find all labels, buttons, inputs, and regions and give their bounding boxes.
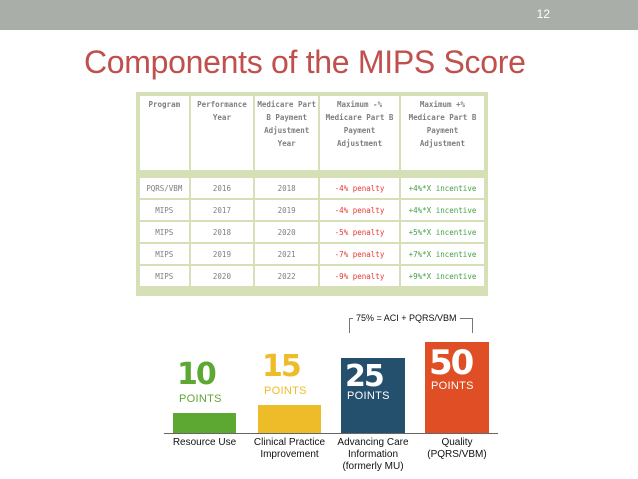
advancing-care-information-bar (341, 358, 405, 433)
cell-penalty: -9% penalty (320, 266, 399, 286)
cell-adjustment-year: 2019 (255, 200, 319, 220)
table-header-row: Program Performance Year Medicare Part B… (140, 96, 484, 170)
mips-table-container: Program Performance Year Medicare Part B… (136, 92, 488, 296)
cell-performance-year: 2017 (190, 200, 254, 220)
resource-use-label: Resource Use (172, 437, 237, 448)
resource-use-points: 10 (177, 357, 217, 392)
cell-incentive: +9%*X incentive (400, 266, 484, 286)
cell-performance-year: 2018 (190, 222, 254, 242)
cell-adjustment-year: 2018 (255, 178, 319, 198)
cell-penalty: -4% penalty (320, 200, 399, 220)
quality-label: Quality (PQRS/VBM) (427, 437, 487, 460)
clinical-practice-improvement-label: Clinical Practice Improvement (253, 437, 326, 460)
clinical-practice-improvement-bar (258, 405, 321, 433)
cell-program: MIPS (140, 222, 189, 242)
resource-use-points-unit: POINTS (179, 393, 222, 405)
cell-adjustment-year: 2021 (255, 244, 319, 264)
cell-incentive: +7%*X incentive (400, 244, 484, 264)
cell-incentive: +4%*X incentive (400, 200, 484, 220)
table-row: PQRS/VBM 2016 2018 -4% penalty +4%*X inc… (140, 178, 484, 198)
cell-performance-year: 2020 (190, 266, 254, 286)
cell-performance-year: 2019 (190, 244, 254, 264)
header-max-negative: Maximum -% Medicare Part B Payment Adjus… (320, 96, 399, 170)
table-row: MIPS 2018 2020 -5% penalty +5%*X incenti… (140, 222, 484, 242)
cell-performance-year: 2016 (190, 178, 254, 198)
cell-incentive: +4%*X incentive (400, 178, 484, 198)
cell-program: MIPS (140, 266, 189, 286)
table-row: MIPS 2020 2022 -9% penalty +9%*X incenti… (140, 266, 484, 286)
cell-penalty: -7% penalty (320, 244, 399, 264)
cell-program: MIPS (140, 200, 189, 220)
cell-penalty: -5% penalty (320, 222, 399, 242)
table-row: MIPS 2019 2021 -7% penalty +7%*X incenti… (140, 244, 484, 264)
quality-bar (425, 342, 489, 433)
bars-baseline (164, 433, 498, 434)
mips-payment-table: Program Performance Year Medicare Part B… (138, 94, 486, 288)
clinical-practice-improvement-points: 15 (262, 349, 302, 384)
table-row: MIPS 2017 2019 -4% penalty +4%*X incenti… (140, 200, 484, 220)
top-bar: 12 (0, 0, 638, 30)
resource-use-bar (173, 413, 236, 433)
header-adjustment-year: Medicare Part B Payment Adjustment Year (255, 96, 319, 170)
cell-program: PQRS/VBM (140, 178, 189, 198)
header-program: Program (140, 96, 189, 170)
clinical-practice-improvement-points-unit: POINTS (264, 385, 307, 397)
bracket-label: 75% = ACI + PQRS/VBM (353, 313, 460, 323)
cell-incentive: +5%*X incentive (400, 222, 484, 242)
cell-adjustment-year: 2022 (255, 266, 319, 286)
slide-title: Components of the MIPS Score (84, 44, 526, 80)
slide-number: 12 (536, 7, 550, 21)
cell-penalty: -4% penalty (320, 178, 399, 198)
header-performance-year: Performance Year (190, 96, 254, 170)
header-max-positive: Maximum +% Medicare Part B Payment Adjus… (400, 96, 484, 170)
cell-adjustment-year: 2020 (255, 222, 319, 242)
cell-program: MIPS (140, 244, 189, 264)
advancing-care-information-label: Advancing Care Information (formerly MU) (337, 437, 409, 472)
